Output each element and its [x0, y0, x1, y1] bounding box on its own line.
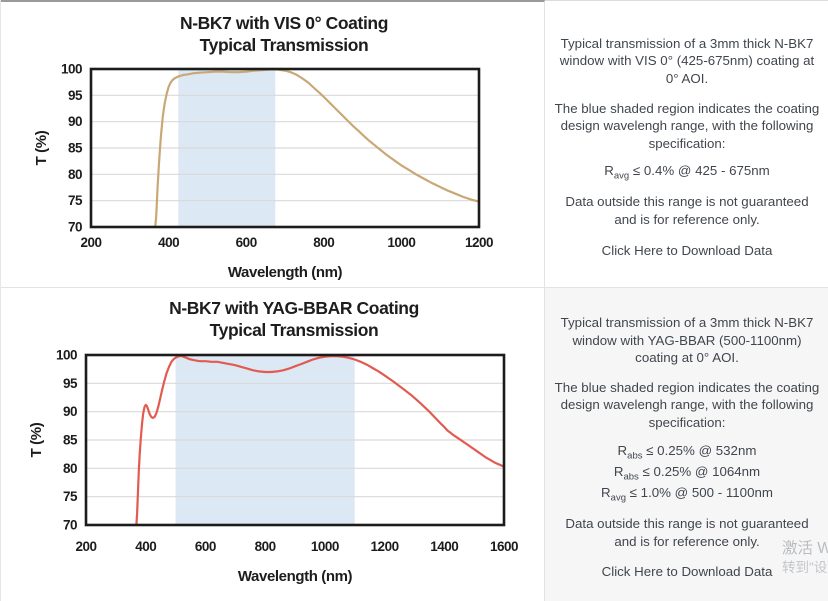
- vis-spec-group: Ravg ≤ 0.4% @ 425 - 675nm: [604, 162, 769, 183]
- svg-text:100: 100: [61, 62, 82, 77]
- svg-text:Wavelength (nm): Wavelength (nm): [238, 568, 353, 585]
- svg-text:100: 100: [56, 348, 77, 363]
- transmission-chart-vis: 70 75 80 85 90 95 100 200 400 600 800 1000 1200 Wavel…: [33, 62, 494, 282]
- svg-text:70: 70: [68, 220, 82, 235]
- svg-text:Wavelength (nm): Wavelength (nm): [228, 264, 343, 281]
- svg-text:70: 70: [63, 518, 77, 533]
- svg-text:800: 800: [313, 235, 334, 250]
- svg-text:1000: 1000: [387, 235, 415, 250]
- svg-text:90: 90: [68, 114, 82, 129]
- chart-title-vis-line2: Typical Transmission: [199, 35, 369, 55]
- svg-text:200: 200: [75, 539, 96, 554]
- svg-text:800: 800: [255, 539, 276, 554]
- svg-text:1400: 1400: [430, 539, 458, 554]
- yag-description: Typical transmission of a 3mm thick N-BK…: [560, 315, 814, 366]
- chart-title-yag-line1: N-BK7 with YAG-BBAR Coating: [169, 298, 419, 318]
- svg-text:400: 400: [135, 539, 156, 554]
- svg-text:95: 95: [63, 376, 78, 391]
- vis-spec-ravg: Ravg ≤ 0.4% @ 425 - 675nm: [604, 163, 770, 182]
- svg-text:75: 75: [68, 193, 83, 208]
- svg-text:400: 400: [158, 235, 179, 250]
- info-cell-vis: Typical transmission of a 3mm thick N-BK…: [545, 0, 828, 288]
- chart-title-yag: N-BK7 with YAG-BBAR Coating Typical Tran…: [1, 297, 544, 341]
- yag-spec-group: Rabs ≤ 0.25% @ 532nm Rabs ≤ 0.25% @ 1064…: [601, 442, 773, 506]
- chart-cell-vis: N-BK7 with VIS 0° Coating Typical Transm…: [1, 0, 545, 288]
- yag-disclaimer: Data outside this range is not guarantee…: [565, 516, 809, 549]
- svg-text:1000: 1000: [311, 539, 339, 554]
- yag-download-data-link[interactable]: Click Here to Download Data: [601, 564, 773, 580]
- chart-title-vis: N-BK7 with VIS 0° Coating Typical Transm…: [1, 12, 544, 56]
- info-cell-yag: Typical transmission of a 3mm thick N-BK…: [545, 288, 828, 601]
- svg-text:85: 85: [63, 433, 78, 448]
- svg-text:T (%): T (%): [33, 130, 50, 165]
- svg-text:80: 80: [63, 461, 77, 476]
- svg-text:95: 95: [68, 88, 83, 103]
- chart-title-vis-line1: N-BK7 with VIS 0° Coating: [180, 13, 388, 33]
- chart-cell-yag: N-BK7 with YAG-BBAR Coating Typical Tran…: [1, 288, 545, 601]
- svg-text:1600: 1600: [490, 539, 518, 554]
- svg-text:1200: 1200: [371, 539, 399, 554]
- svg-text:T (%): T (%): [28, 422, 45, 457]
- vis-description: Typical transmission of a 3mm thick N-BK…: [559, 35, 815, 87]
- svg-text:75: 75: [63, 489, 78, 504]
- svg-text:600: 600: [236, 235, 257, 250]
- svg-text:85: 85: [68, 141, 83, 156]
- vis-disclaimer: Data outside this range is not guarantee…: [565, 194, 809, 227]
- svg-text:90: 90: [63, 404, 77, 419]
- yag-shaded-note: The blue shaded region indicates the coa…: [554, 379, 820, 430]
- chart-title-yag-line2: Typical Transmission: [209, 320, 379, 340]
- yag-spec-rabs-1064: Rabs ≤ 0.25% @ 1064nm: [613, 463, 761, 483]
- vis-download-data-link[interactable]: Click Here to Download Data: [601, 242, 773, 258]
- svg-text:200: 200: [80, 235, 101, 250]
- yag-spec-ravg: Ravg ≤ 1.0% @ 500 - 1100nm: [601, 484, 773, 504]
- yag-spec-rabs-532: Rabs ≤ 0.25% @ 532nm: [617, 442, 757, 462]
- transmission-chart-yag: 70 75 80 85 90 95 100 200 400 600 800 1000 1200 1400 1…: [28, 348, 519, 586]
- vis-shaded-note: The blue shaded region indicates the coa…: [554, 100, 820, 151]
- svg-text:600: 600: [195, 539, 216, 554]
- svg-text:1200: 1200: [465, 235, 493, 250]
- svg-text:80: 80: [68, 167, 82, 182]
